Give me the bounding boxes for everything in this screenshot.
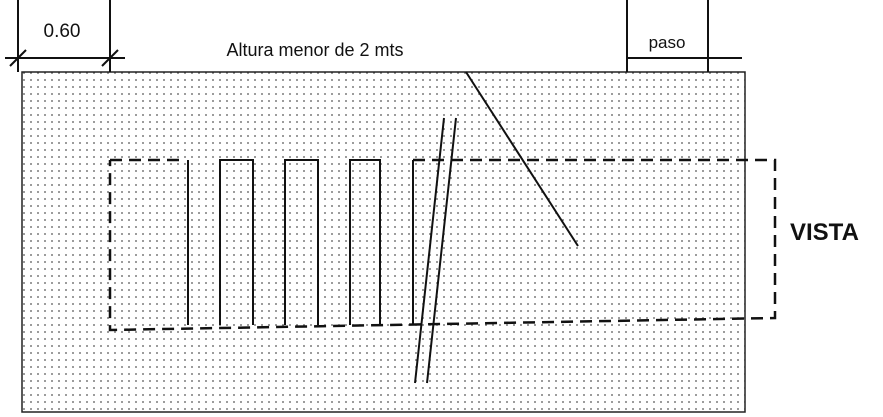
note-label: Altura menor de 2 mts [226, 40, 403, 60]
leader-line [465, 71, 579, 247]
view-label: VISTA [790, 219, 859, 246]
stair-outline [108, 158, 777, 332]
dimension-left: 0.60 [5, 0, 125, 72]
dimension-right: paso [626, 0, 742, 72]
dimension-label: 0.60 [44, 21, 81, 42]
break-lines [414, 117, 457, 384]
dotted-area [21, 71, 746, 413]
step-label: paso [649, 33, 686, 52]
